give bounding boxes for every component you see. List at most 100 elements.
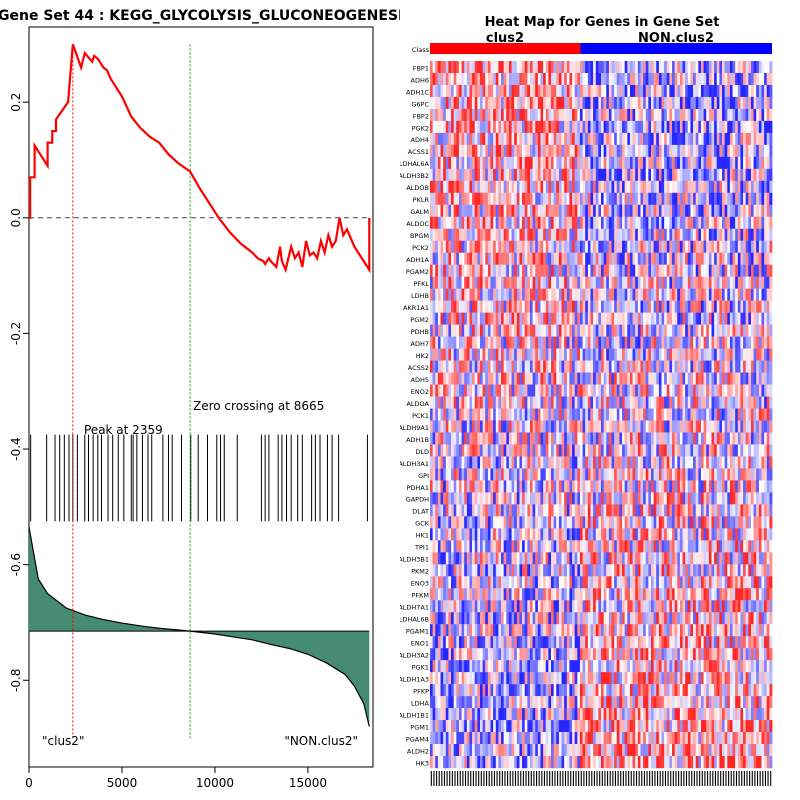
heat-cell bbox=[524, 504, 528, 517]
heat-cell bbox=[677, 168, 681, 182]
heat-cell bbox=[503, 300, 507, 313]
heat-cell bbox=[529, 264, 533, 277]
heat-cell bbox=[606, 372, 610, 385]
heat-cell bbox=[745, 132, 749, 146]
heat-cell bbox=[464, 408, 468, 421]
heat-cell bbox=[687, 144, 691, 158]
heat-cell bbox=[522, 156, 526, 170]
heat-cell bbox=[761, 300, 765, 313]
heat-cell bbox=[703, 61, 707, 74]
heat-cell bbox=[587, 216, 591, 229]
heat-cell bbox=[464, 132, 468, 146]
heat-cell bbox=[466, 252, 470, 265]
heat-cell bbox=[443, 204, 447, 217]
heat-cell bbox=[719, 480, 723, 493]
heat-cell bbox=[456, 156, 460, 170]
heat-cell bbox=[698, 312, 702, 325]
heat-cell bbox=[664, 408, 668, 421]
heat-cell bbox=[756, 480, 760, 493]
heat-cell bbox=[690, 336, 694, 349]
heat-cell bbox=[624, 120, 628, 134]
heat-cell bbox=[445, 348, 449, 361]
heat-cell bbox=[687, 132, 691, 146]
heat-cell bbox=[627, 61, 631, 74]
gene-row-label: ADH1B bbox=[406, 436, 429, 444]
heat-cell bbox=[693, 480, 697, 493]
heat-cell bbox=[437, 204, 441, 217]
heat-cell bbox=[743, 192, 747, 205]
heat-cell bbox=[764, 192, 768, 205]
heat-cell bbox=[650, 384, 655, 397]
heat-cell bbox=[695, 61, 699, 74]
heat-cell bbox=[501, 120, 505, 134]
heat-cell bbox=[490, 144, 494, 158]
heat-cell bbox=[435, 432, 439, 445]
heat-cell bbox=[637, 180, 641, 194]
heat-cell bbox=[769, 96, 773, 110]
heat-cell bbox=[556, 168, 560, 182]
heat-cell bbox=[477, 504, 481, 517]
heat-cell bbox=[558, 396, 562, 409]
heat-cell bbox=[648, 384, 652, 397]
heat-cell bbox=[622, 96, 626, 110]
heat-cell bbox=[474, 168, 478, 182]
heat-cell bbox=[579, 240, 583, 253]
heat-cell bbox=[666, 480, 670, 493]
heat-cell bbox=[487, 61, 491, 74]
heat-cell bbox=[766, 480, 770, 493]
heat-cell bbox=[611, 384, 615, 397]
heat-cell bbox=[616, 108, 620, 122]
heat-cell bbox=[637, 240, 641, 253]
heat-cell bbox=[640, 396, 644, 409]
heat-cell bbox=[669, 84, 673, 98]
heat-cell bbox=[711, 312, 715, 325]
heat-cell bbox=[635, 96, 639, 110]
heat-cell bbox=[635, 228, 639, 241]
heat-cell bbox=[469, 384, 473, 397]
heat-cell bbox=[474, 288, 478, 301]
heat-cell bbox=[443, 312, 447, 325]
heat-cell bbox=[629, 204, 633, 217]
heat-cell bbox=[698, 228, 702, 241]
heat-cell bbox=[740, 240, 744, 253]
heat-cell bbox=[430, 72, 434, 86]
heat-cell bbox=[579, 300, 583, 313]
heat-cell bbox=[653, 456, 657, 469]
heat-cell bbox=[482, 132, 486, 146]
heat-cell bbox=[432, 384, 436, 397]
heat-cell bbox=[469, 396, 473, 409]
heat-cell bbox=[711, 84, 715, 98]
heat-cell bbox=[737, 132, 741, 146]
heat-cell bbox=[558, 192, 562, 205]
heat-cell bbox=[753, 300, 757, 313]
heat-cell bbox=[501, 348, 505, 361]
heat-cell bbox=[540, 192, 544, 205]
heat-cell bbox=[698, 324, 702, 337]
heat-cell bbox=[535, 120, 539, 134]
heat-cell bbox=[729, 240, 733, 253]
heat-cell bbox=[561, 156, 565, 170]
heat-cell bbox=[440, 108, 444, 122]
heat-cell bbox=[669, 180, 673, 194]
heat-cell bbox=[543, 444, 547, 457]
heat-cell bbox=[561, 504, 565, 517]
heat-cell bbox=[451, 72, 455, 86]
heat-cell bbox=[735, 360, 739, 373]
heat-cell bbox=[679, 468, 683, 481]
heat-cell bbox=[553, 252, 557, 265]
heat-cell bbox=[443, 240, 447, 253]
heat-cell bbox=[569, 360, 573, 373]
heat-cell bbox=[430, 468, 434, 481]
heat-cell bbox=[658, 61, 662, 74]
heat-cell bbox=[569, 456, 573, 469]
heat-cell bbox=[637, 468, 641, 481]
heat-cell bbox=[556, 288, 560, 301]
heat-cell bbox=[474, 384, 478, 397]
heat-cell bbox=[532, 168, 536, 182]
heat-cell bbox=[729, 348, 733, 361]
heat-cell bbox=[443, 372, 447, 385]
heat-cell bbox=[456, 72, 460, 86]
heat-cell bbox=[564, 192, 568, 205]
heat-cell bbox=[464, 504, 468, 517]
heat-cell bbox=[698, 192, 702, 205]
